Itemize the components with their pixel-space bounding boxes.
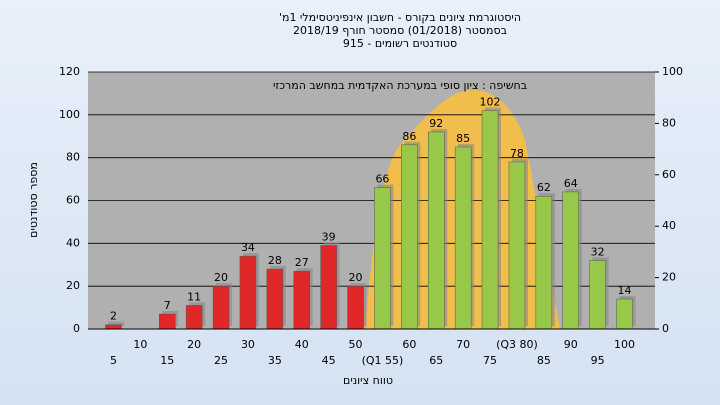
data-label: 20: [349, 271, 363, 284]
data-label: 64: [564, 177, 578, 190]
x-tick-label: 75: [483, 354, 497, 367]
y2-tick-label: 80: [662, 116, 676, 129]
y-tick-label: 40: [66, 236, 80, 249]
chart-subtitle: סטודנטים רשומים - 915: [343, 37, 457, 50]
data-label: 7: [164, 299, 171, 312]
bar: [428, 131, 445, 330]
x-tick-label: 50: [349, 338, 363, 351]
x-tick-label: (Q3 80): [496, 338, 538, 351]
y-tick-label: 60: [66, 194, 80, 207]
bar: [185, 305, 203, 330]
data-label: 14: [618, 284, 632, 297]
x-tick-label: 30: [241, 338, 255, 351]
y-tick-label: 120: [59, 65, 80, 78]
bar: [159, 313, 176, 330]
bar: [589, 260, 606, 330]
y2-tick-label: 40: [662, 219, 676, 232]
x-tick-label: 95: [591, 354, 605, 367]
x-tick-label: 5: [110, 354, 117, 367]
bar: [266, 268, 284, 330]
data-label: 86: [402, 130, 416, 143]
x-tick-label: 10: [133, 338, 147, 351]
x-tick-label: 15: [160, 354, 174, 367]
data-label: 2: [110, 310, 117, 323]
bar: [239, 255, 257, 330]
y2-tick-label: 100: [662, 65, 683, 78]
x-tick-label: 60: [402, 338, 416, 351]
bar: [562, 191, 579, 330]
data-label: 78: [510, 147, 524, 160]
data-label: 34: [241, 241, 255, 254]
x-axis-label: טווח ציונים: [343, 374, 393, 387]
y2-tick-label: 0: [662, 322, 669, 335]
x-tick-label: 20: [187, 338, 201, 351]
data-label: 66: [375, 173, 389, 186]
bar: [508, 161, 526, 330]
x-tick-label: 85: [537, 354, 551, 367]
y-tick-label: 100: [59, 108, 80, 121]
bar: [454, 146, 472, 330]
y-tick-label: 0: [73, 322, 80, 335]
data-label: 85: [456, 132, 470, 145]
data-label: 27: [295, 256, 309, 269]
x-tick-label: 65: [429, 354, 443, 367]
x-tick-label: 100: [614, 338, 635, 351]
bar: [535, 195, 553, 330]
y2-tick-label: 20: [662, 271, 676, 284]
chart-title: היסטוגרמת ציונים בקורס - חשבון אינפיניטס…: [279, 11, 521, 24]
y-tick-label: 20: [66, 279, 80, 292]
x-tick-label: 35: [268, 354, 282, 367]
bar: [212, 285, 230, 330]
bar: [481, 110, 499, 330]
data-label: 11: [187, 290, 201, 303]
bar: [374, 187, 391, 330]
x-tick-label: 25: [214, 354, 228, 367]
data-label: 28: [268, 254, 282, 267]
annotation: בחשיפה : ציון סופי במערכת האקדמית במחשב …: [273, 79, 527, 92]
x-tick-label: 90: [564, 338, 578, 351]
bar: [616, 298, 633, 330]
x-tick-label: 40: [295, 338, 309, 351]
x-tick-label: 45: [322, 354, 336, 367]
y2-tick-label: 60: [662, 168, 676, 181]
bar: [320, 245, 337, 330]
y-axis-label: מספר סטודנטים: [27, 162, 40, 238]
data-label: 62: [537, 181, 551, 194]
data-label: 32: [591, 245, 605, 258]
bar-shadow: [108, 321, 125, 326]
bar: [347, 285, 364, 330]
y-tick-label: 80: [66, 151, 80, 164]
x-tick-label: (Q1 55): [362, 354, 404, 367]
chart-subtitle: בסמסטר (01/2018) סמסטר חורף 2018/19: [293, 24, 507, 37]
data-label: 20: [214, 271, 228, 284]
data-label: 39: [322, 230, 336, 243]
bar: [401, 144, 418, 330]
x-tick-label: 70: [456, 338, 470, 351]
data-label: 92: [429, 117, 443, 130]
data-label: 102: [480, 96, 501, 109]
bar: [105, 324, 122, 330]
bar: [293, 270, 310, 330]
